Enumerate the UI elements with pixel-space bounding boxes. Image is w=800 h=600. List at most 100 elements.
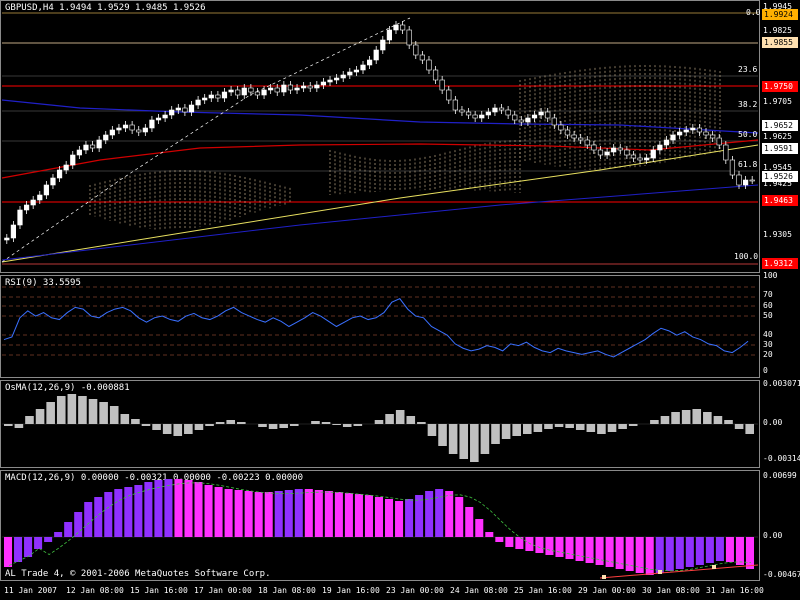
candle-body bbox=[439, 79, 445, 91]
macd-bar bbox=[565, 537, 574, 559]
macd-bar bbox=[505, 537, 514, 547]
candle-body bbox=[50, 177, 56, 186]
macd-bar bbox=[214, 487, 223, 537]
osma-bar bbox=[459, 424, 469, 459]
main-price-pane[interactable]: GBPUSD,H4 1.9494 1.9529 1.9485 1.9526 bbox=[0, 0, 760, 273]
candle-body bbox=[103, 134, 109, 141]
candle-body bbox=[10, 224, 16, 239]
macd-bar bbox=[435, 489, 444, 537]
osma-bar bbox=[109, 406, 119, 424]
macd-bar bbox=[74, 512, 83, 537]
candle-body bbox=[221, 91, 228, 99]
osma-bar bbox=[703, 412, 712, 424]
rsi-level-label: 50 bbox=[763, 311, 773, 320]
osma-bar bbox=[501, 424, 511, 439]
candle-body bbox=[386, 29, 392, 41]
macd-bar bbox=[555, 537, 564, 557]
candle-body bbox=[63, 164, 69, 171]
macd-bar bbox=[745, 537, 754, 569]
price-badge: 1.9855 bbox=[762, 37, 798, 48]
chart-drawing-layer bbox=[1, 12, 759, 579]
macd-bar bbox=[615, 537, 624, 569]
candle-body bbox=[228, 89, 234, 93]
macd-bar bbox=[575, 537, 584, 561]
time-label: 31 Jan 16:00 bbox=[706, 586, 764, 595]
macd-level-label: -0.00467 bbox=[763, 570, 800, 579]
rsi-pane[interactable]: RSI(9) 33.5595 bbox=[0, 275, 760, 378]
osma-bar bbox=[374, 420, 384, 424]
osma-bar bbox=[554, 424, 564, 427]
macd-bar bbox=[224, 489, 233, 537]
osma-bar bbox=[406, 416, 416, 424]
candle-body bbox=[294, 87, 300, 91]
candle-body bbox=[696, 127, 703, 133]
fib-level-label: 38.2 bbox=[738, 100, 758, 109]
candle-body bbox=[485, 111, 491, 116]
candle-body bbox=[109, 129, 115, 136]
candle-body bbox=[393, 24, 399, 31]
candle-body bbox=[505, 109, 511, 116]
candle-body bbox=[472, 114, 478, 119]
time-axis[interactable]: 11 Jan 2007 12 Jan 08:00 15 Jan 16:00 17… bbox=[0, 582, 800, 600]
time-label: 12 Jan 08:00 bbox=[66, 586, 124, 595]
osma-bar bbox=[268, 424, 278, 429]
macd-bar bbox=[24, 537, 33, 557]
osma-bar bbox=[194, 424, 204, 430]
candle-body bbox=[340, 74, 346, 79]
time-label: 23 Jan 00:00 bbox=[386, 586, 444, 595]
candle-body bbox=[703, 131, 709, 136]
macd-bar bbox=[244, 491, 253, 537]
macd-bar bbox=[695, 537, 704, 565]
osma-bar bbox=[279, 424, 288, 428]
osma-bar bbox=[628, 424, 638, 426]
osma-bar bbox=[67, 394, 77, 424]
candle-body bbox=[551, 117, 557, 126]
candle-body bbox=[657, 144, 663, 151]
macd-bar bbox=[294, 489, 303, 537]
macd-trend-line bbox=[599, 564, 759, 579]
osma-bar bbox=[184, 424, 193, 434]
candle-body bbox=[459, 109, 465, 113]
candle-body bbox=[743, 179, 749, 186]
candle-body bbox=[208, 94, 214, 99]
candle-body bbox=[96, 139, 102, 149]
rsi-level-label: 20 bbox=[763, 350, 773, 359]
macd-bar bbox=[134, 485, 143, 537]
macd-bar bbox=[625, 537, 634, 571]
time-label: 17 Jan 00:00 bbox=[194, 586, 252, 595]
candle-body bbox=[597, 149, 604, 156]
rsi-line bbox=[3, 298, 749, 358]
osma-bar bbox=[448, 424, 458, 454]
price-badge: 1.9463 bbox=[762, 195, 798, 206]
osma-bar bbox=[480, 424, 490, 454]
candle-body bbox=[235, 89, 241, 96]
macd-bar bbox=[525, 537, 534, 551]
osma-bar bbox=[491, 424, 500, 444]
macd-bar bbox=[395, 501, 404, 537]
macd-bar bbox=[144, 482, 153, 537]
osma-bar bbox=[258, 424, 267, 427]
price-label: 1.9825 bbox=[763, 26, 792, 35]
macd-bar bbox=[104, 492, 113, 537]
candle-body bbox=[723, 144, 729, 161]
candle-body bbox=[670, 134, 676, 141]
candle-body bbox=[512, 114, 518, 121]
osma-bar bbox=[141, 424, 151, 426]
candle-body bbox=[729, 159, 736, 176]
candle-body bbox=[571, 134, 577, 139]
osma-bar bbox=[417, 422, 426, 424]
candle-body bbox=[578, 137, 584, 141]
candle-body bbox=[188, 104, 195, 113]
macd-bar bbox=[164, 479, 173, 537]
candle-body bbox=[4, 237, 10, 241]
price-label: 1.9945 bbox=[763, 2, 792, 11]
price-axis[interactable]: 1.9945 1.9825 1.9705 1.9625 1.9545 1.942… bbox=[760, 0, 800, 580]
time-label: 15 Jan 16:00 bbox=[130, 586, 188, 595]
trend-line-blue bbox=[1, 184, 759, 261]
osma-bar bbox=[395, 410, 405, 424]
osma-bar bbox=[607, 424, 617, 432]
osma-bar bbox=[78, 396, 87, 424]
candle-body bbox=[155, 117, 162, 121]
candle-body bbox=[716, 137, 722, 146]
